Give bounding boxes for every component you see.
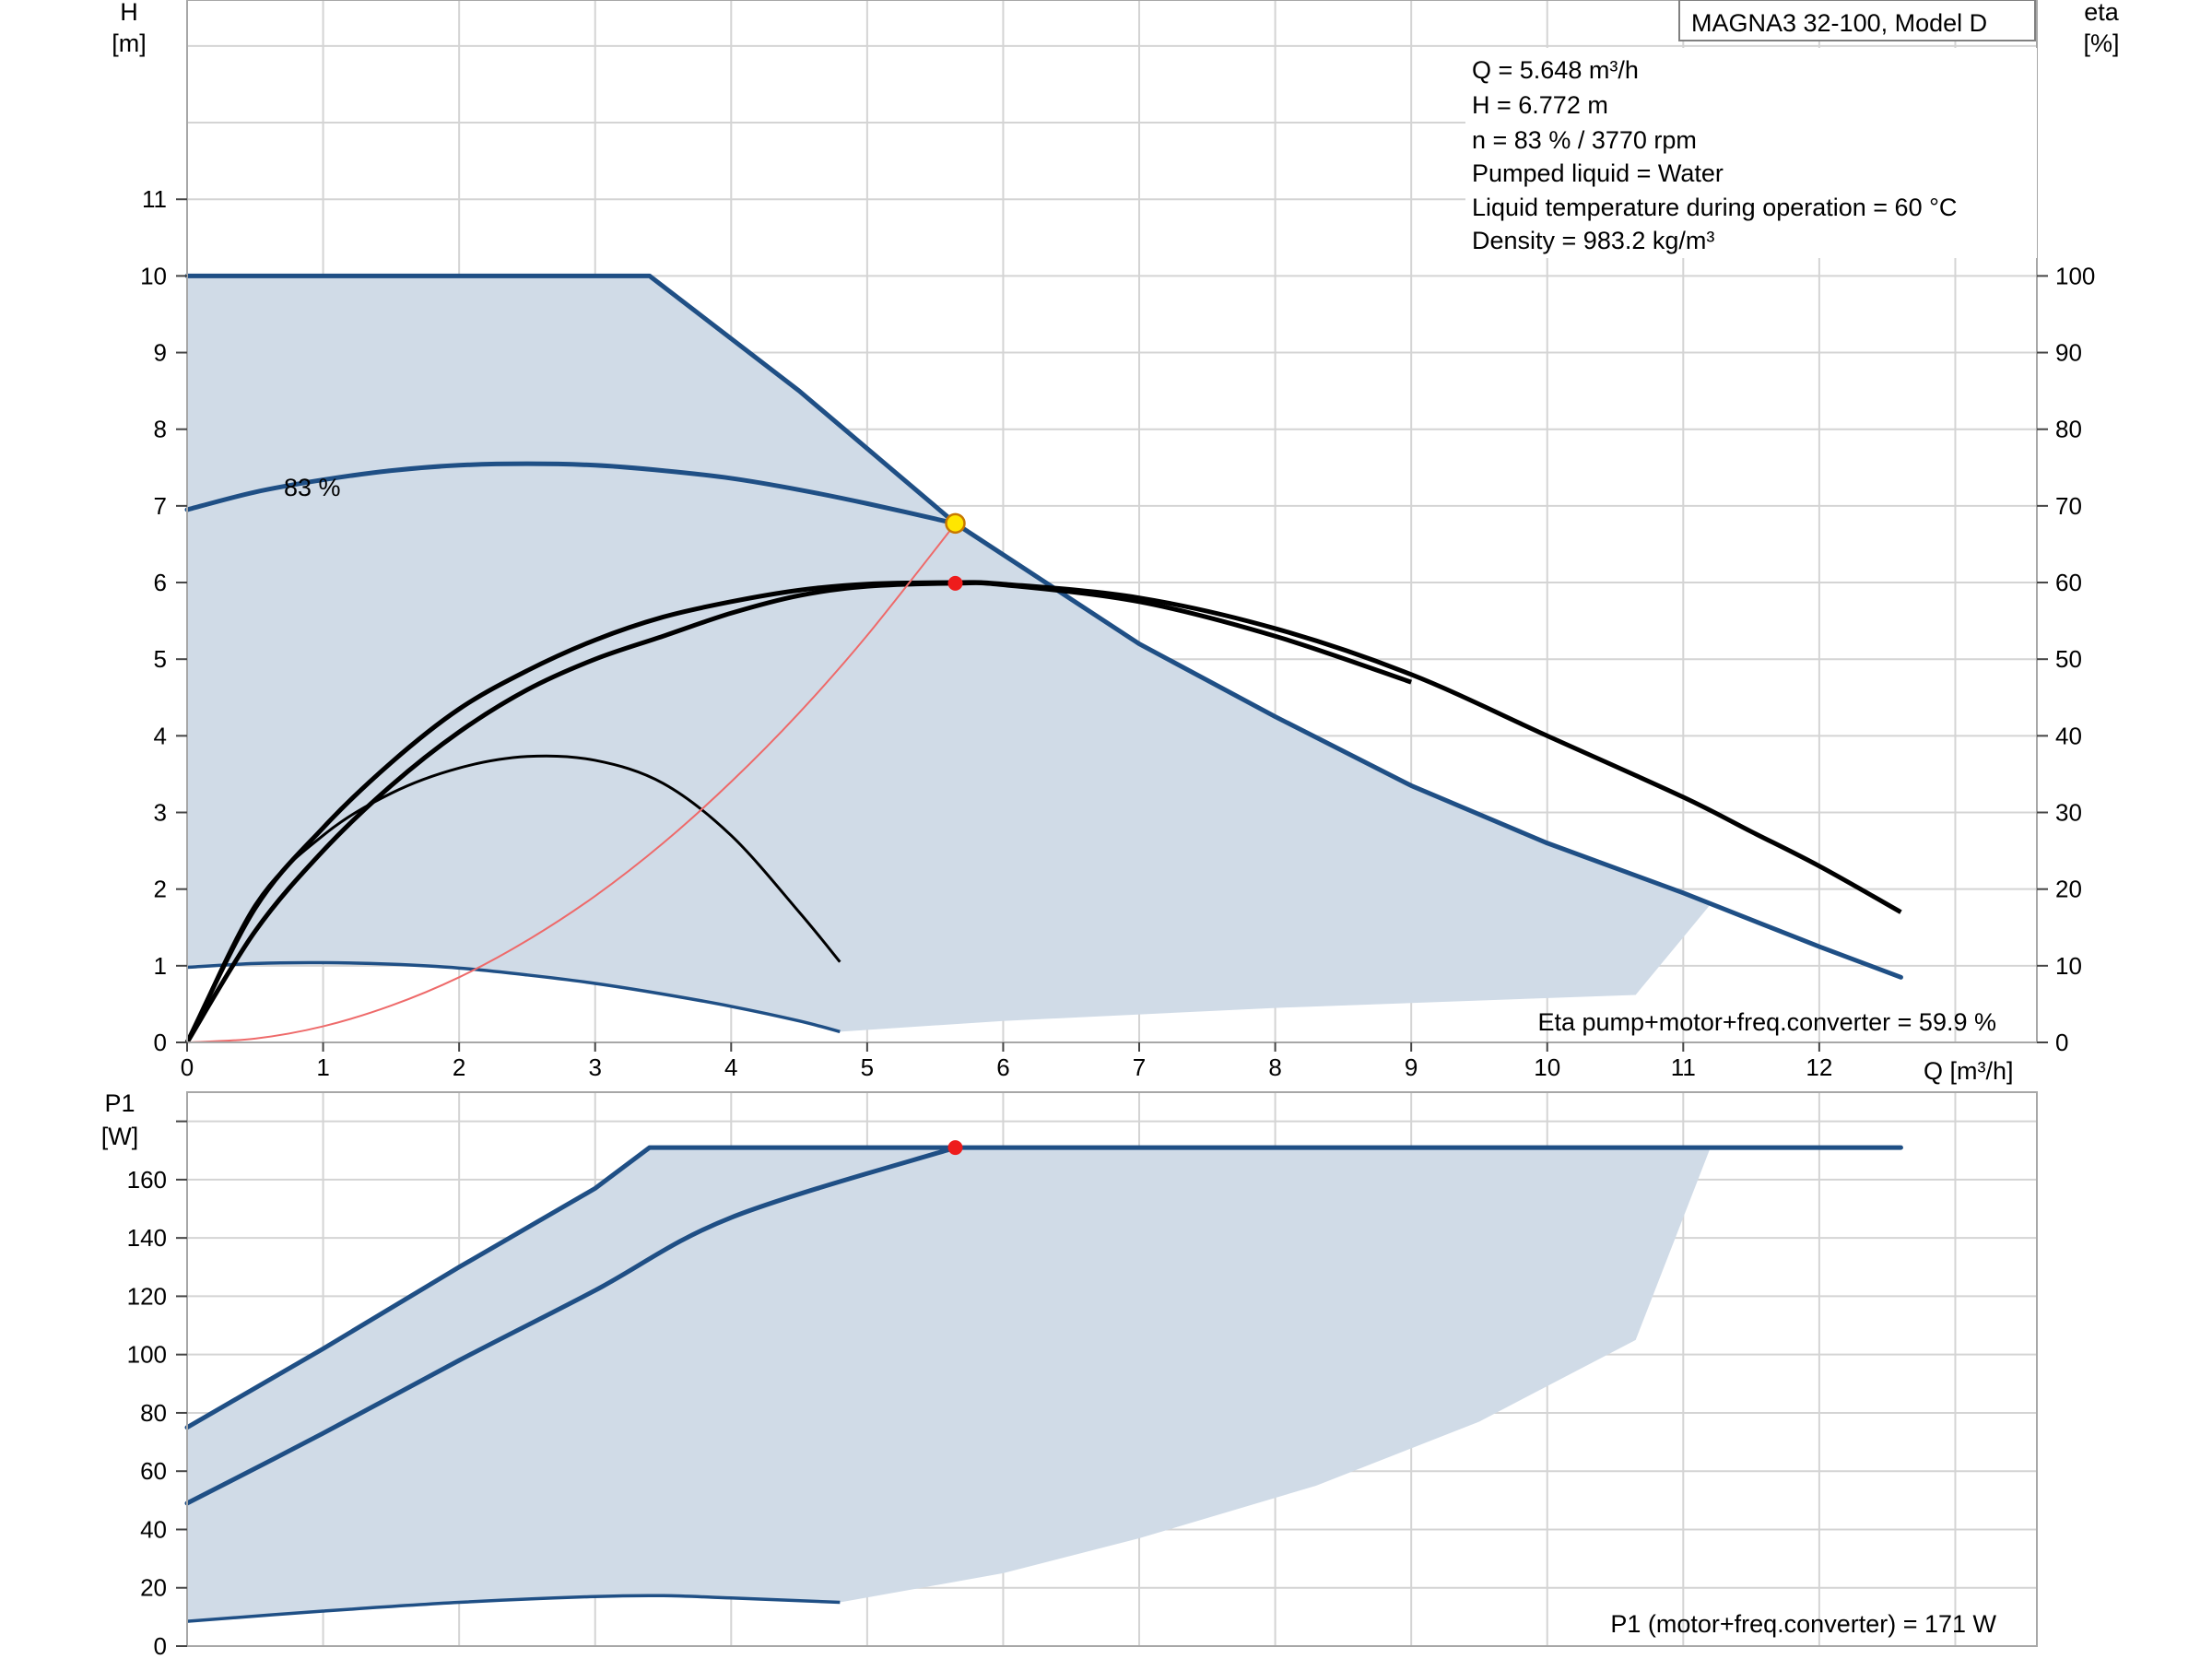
head-tick-label: 3 <box>154 799 167 827</box>
head-chart-ticks: 0 1 2 3 4 5 6 7 8 9 10 11 12012345678910110102030405… <box>140 185 2095 1081</box>
model-title: MAGNA3 32-100, Model D <box>1691 9 1987 37</box>
eta-tick-label: 100 <box>2055 262 2095 289</box>
power-chart-frame <box>186 1091 2038 1647</box>
eta-tick-label: 70 <box>2055 492 2082 520</box>
info-flow: Q = 5.648 m³/h <box>1472 56 1639 84</box>
flow-tick-label: 10 <box>1534 1053 1560 1081</box>
head-tick-label: 8 <box>154 416 167 443</box>
info-backdrop <box>1465 48 2037 258</box>
head-tick-label: 11 <box>142 185 167 213</box>
power-operating-area <box>187 1147 1711 1622</box>
power-tick-label: 40 <box>140 1515 167 1543</box>
power-tick-label: 20 <box>140 1574 167 1602</box>
efficiency-note: Eta pump+motor+freq.converter = 59.9 % <box>1537 1008 1996 1036</box>
eta-tick-label: 60 <box>2055 569 2082 596</box>
head-operating-area <box>187 276 1711 1032</box>
flow-tick-label: 2 <box>453 1053 465 1081</box>
power-area-shape <box>187 1147 1711 1622</box>
model-title-box <box>1678 0 2036 41</box>
eta-tick-label: 50 <box>2055 645 2082 673</box>
head-area-shape <box>187 276 1711 1032</box>
power-note: P1 (motor+freq.converter) = 171 W <box>1610 1610 1996 1638</box>
power-tick-label: 140 <box>127 1224 167 1252</box>
operating-points <box>945 512 966 1156</box>
flow-tick-label: 8 <box>1268 1053 1281 1081</box>
info-liquid: Pumped liquid = Water <box>1472 159 1724 187</box>
min-speed-curve <box>186 960 841 1034</box>
power-axis-title: P1 <box>104 1089 135 1117</box>
power-point-marker <box>947 1140 963 1156</box>
flow-tick-label: 1 <box>316 1053 329 1081</box>
flow-tick-label: 7 <box>1133 1053 1146 1081</box>
info-speed: n = 83 % / 3770 rpm <box>1472 126 1697 154</box>
head-chart-curves <box>184 273 1903 1044</box>
eta-tick-label: 10 <box>2055 952 2082 980</box>
flow-tick-label: 9 <box>1405 1053 1418 1081</box>
flow-tick-label: 0 <box>181 1053 194 1081</box>
head-tick-label: 10 <box>140 262 167 289</box>
flow-tick-label: 11 <box>1671 1053 1696 1081</box>
eta-tick-label: 0 <box>2055 1029 2068 1056</box>
eta-axis-unit: [%] <box>2083 29 2119 57</box>
chart-frames <box>186 0 2038 1647</box>
max-speed-curve <box>184 273 1903 980</box>
head-tick-label: 9 <box>154 339 167 367</box>
flow-tick-label: 4 <box>724 1053 737 1081</box>
head-chart-frame <box>186 0 2038 1043</box>
eta-tick-label: 90 <box>2055 339 2082 367</box>
power-chart-ticks: 0 20 40 60 80 100 120 140 160 <box>127 1120 187 1659</box>
eta-min-curve <box>185 754 841 1043</box>
head-tick-label: 1 <box>154 952 167 980</box>
flow-tick-label: 5 <box>861 1053 874 1081</box>
duty-point-marker <box>945 512 966 535</box>
power-axis-unit: [W] <box>101 1123 139 1150</box>
flow-tick-label: 12 <box>1806 1053 1832 1081</box>
head-tick-label: 2 <box>154 876 167 903</box>
power-tick-label: 60 <box>140 1457 167 1485</box>
head-tick-label: 6 <box>154 569 167 596</box>
power-chart-curves <box>184 1145 1903 1623</box>
power-tick-label: 0 <box>154 1632 167 1659</box>
system-curve <box>186 523 957 1043</box>
flow-tick-label: 6 <box>996 1053 1009 1081</box>
head-tick-label: 7 <box>154 492 167 520</box>
eta-tick-label: 30 <box>2055 799 2082 827</box>
info-density: Density = 983.2 kg/m³ <box>1472 227 1714 254</box>
head-tick-label: 4 <box>154 722 167 749</box>
power-tick-label: 80 <box>140 1399 167 1427</box>
eta-tick-label: 80 <box>2055 416 2082 443</box>
head-tick-label: 0 <box>154 1029 167 1056</box>
eta-tick-label: 40 <box>2055 722 2082 749</box>
p1-83-curve <box>184 1145 959 1506</box>
eta-axis-title: eta <box>2084 0 2120 26</box>
p1-min-curve <box>186 1594 841 1623</box>
p1-max-curve <box>184 1145 1903 1430</box>
speed-83-curve <box>184 461 959 526</box>
head-axis-title: H <box>120 0 138 26</box>
duty-point-info: Q = 5.648 m³/h H = 6.772 m n = 83 % / 37… <box>1472 56 1957 254</box>
head-axis-unit: [m] <box>112 29 147 57</box>
speed-curve-label: 83 % <box>284 474 341 501</box>
info-temperature: Liquid temperature during operation = 60… <box>1472 194 1957 221</box>
power-tick-label: 160 <box>127 1166 167 1194</box>
power-tick-label: 100 <box>127 1341 167 1369</box>
head-tick-label: 5 <box>154 645 167 673</box>
eta-83-curve <box>184 580 1412 1044</box>
power-tick-label: 120 <box>127 1282 167 1310</box>
eta-tick-label: 20 <box>2055 876 2082 903</box>
efficiency-point-marker <box>947 575 963 591</box>
flow-axis-title: Q [m³/h] <box>1924 1057 2014 1085</box>
info-head: H = 6.772 m <box>1472 91 1608 119</box>
flow-tick-label: 3 <box>588 1053 601 1081</box>
